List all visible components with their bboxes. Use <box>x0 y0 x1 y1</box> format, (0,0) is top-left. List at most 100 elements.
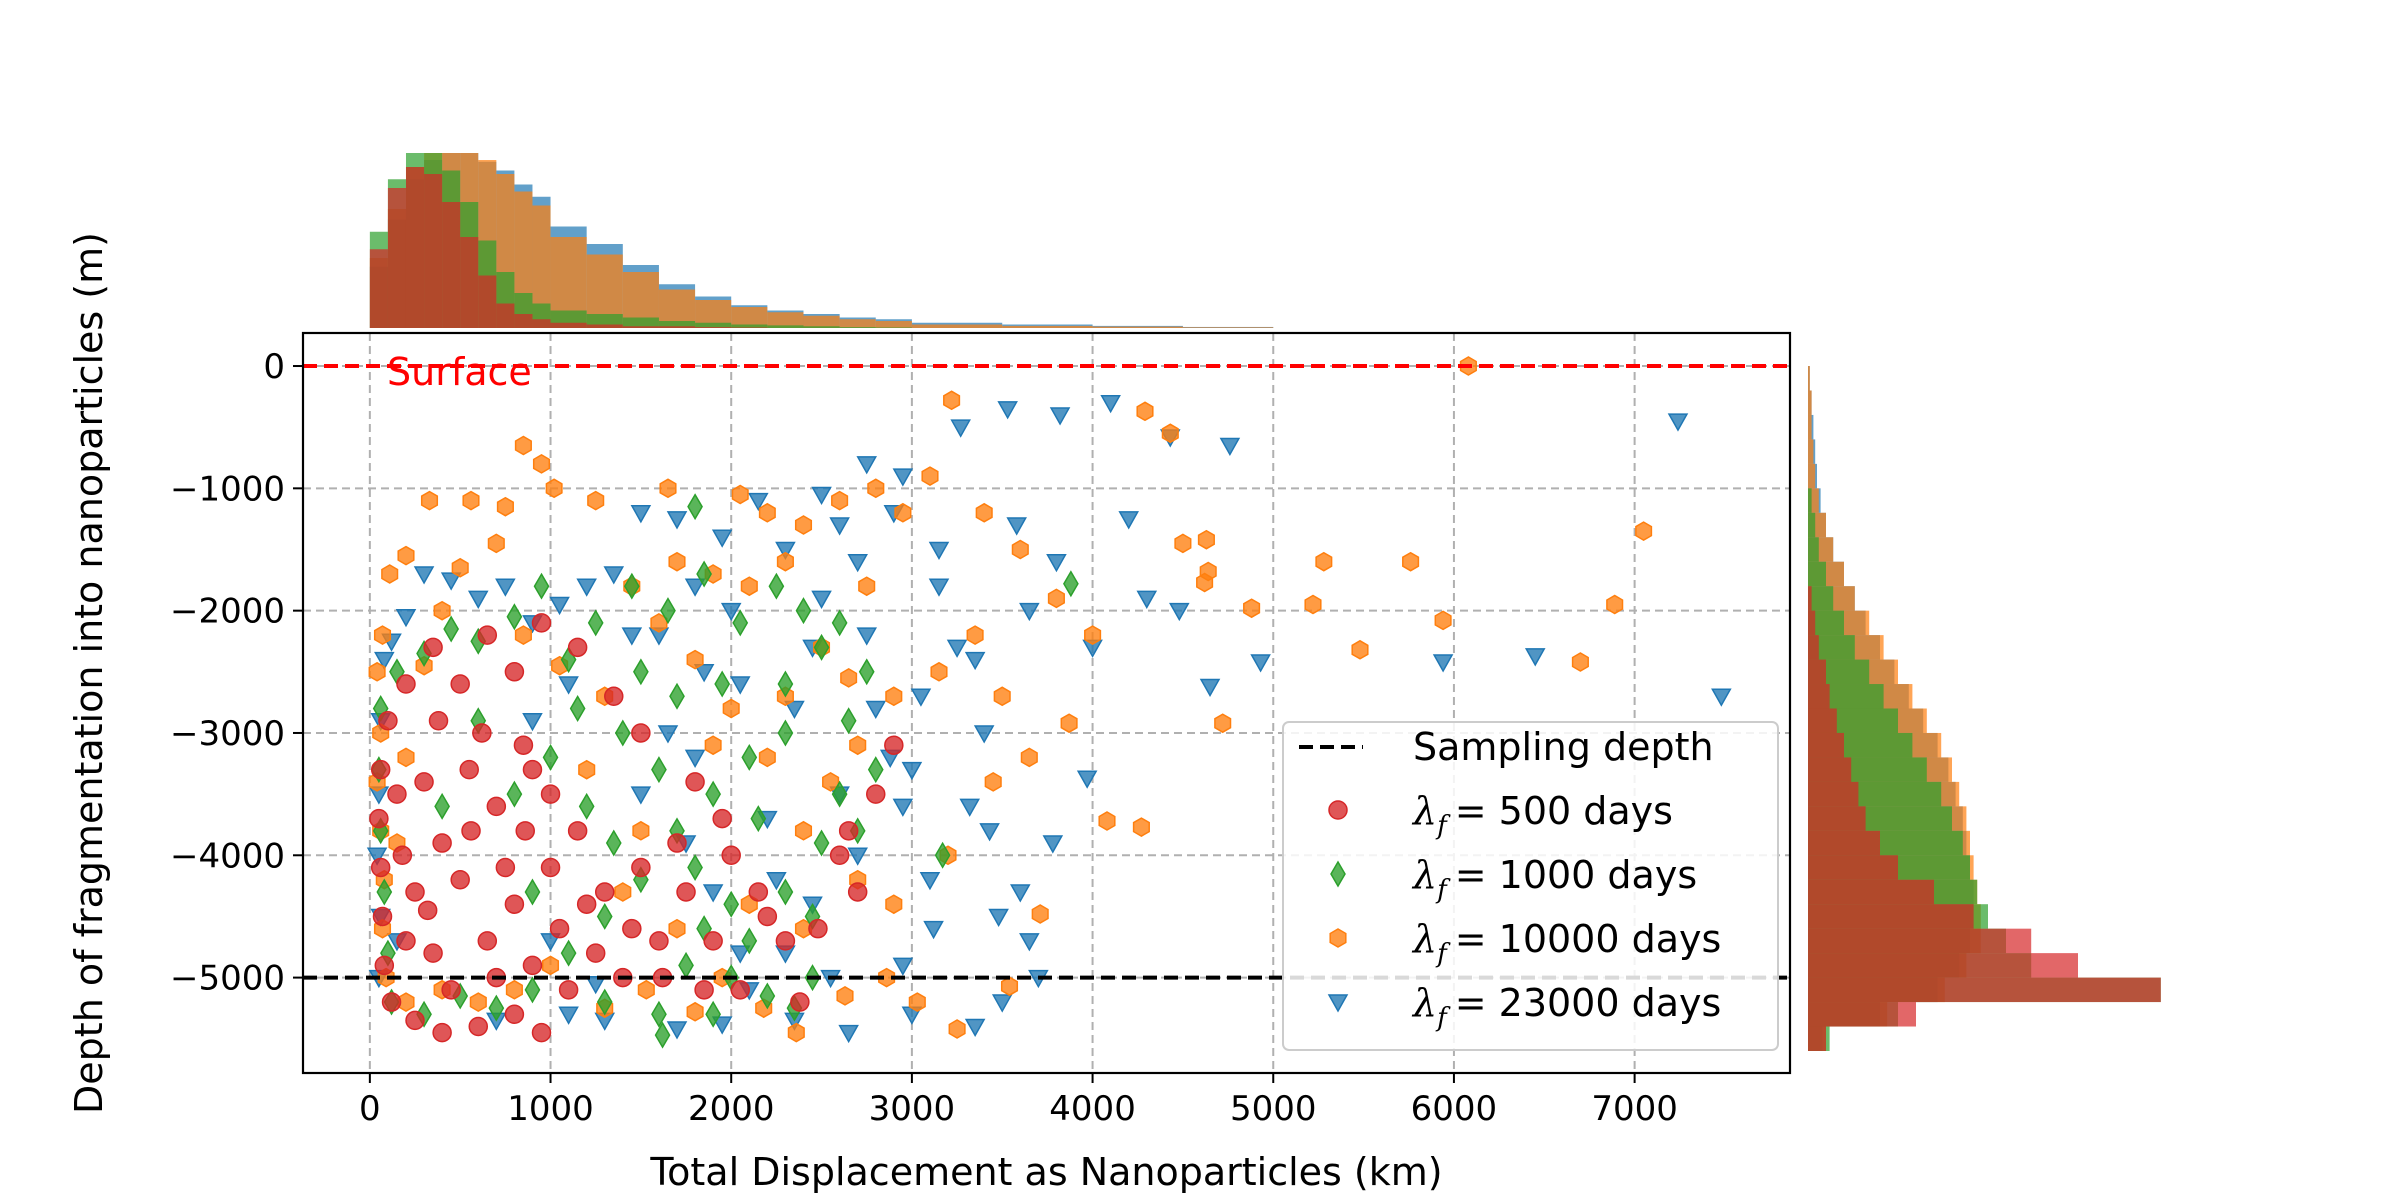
top-marginal-histogram <box>369 153 1274 328</box>
y-tick-label: 0 <box>263 347 285 387</box>
histogram-bar <box>1808 830 1880 856</box>
data-point-s500 <box>703 931 723 951</box>
data-point-s500 <box>730 980 750 1000</box>
data-point-s10000 <box>1571 652 1589 672</box>
histogram-bar <box>424 174 443 328</box>
data-point-s10000 <box>794 515 813 535</box>
data-point-s500 <box>676 882 696 902</box>
data-point-s23000 <box>666 511 688 530</box>
data-point-s10000 <box>740 576 758 597</box>
legend: Sampling depth λf = 500 days λf = 1000 days λ… <box>1282 721 1779 1051</box>
data-point-s23000 <box>684 578 706 597</box>
data-point-s10000 <box>1402 551 1420 572</box>
histogram-bar <box>731 307 768 328</box>
histogram-bar <box>1808 1026 1826 1051</box>
data-point-s500 <box>495 857 516 878</box>
histogram-bar <box>658 326 696 328</box>
histogram-bar <box>803 315 840 328</box>
y-tick-label: −5000 <box>170 959 285 999</box>
data-point-s1000 <box>840 707 857 735</box>
legend-label-s23000: λf = 23000 days <box>1411 981 1721 1033</box>
data-point-s500 <box>396 674 416 694</box>
data-point-s500 <box>459 759 479 780</box>
data-point-s500 <box>450 674 470 694</box>
data-point-s23000 <box>495 578 516 597</box>
data-point-s10000 <box>758 747 776 768</box>
data-point-s10000 <box>858 576 876 597</box>
data-point-s10000 <box>686 1001 704 1022</box>
data-point-s23000 <box>1118 511 1139 530</box>
histogram-bar <box>622 317 659 328</box>
data-point-s10000 <box>776 551 794 572</box>
data-point-s10000 <box>1136 401 1154 422</box>
histogram-bar <box>1808 928 2032 954</box>
histogram-bar <box>1182 327 1274 328</box>
data-point-s10000 <box>1606 594 1624 615</box>
histogram-bar <box>1808 561 1826 587</box>
data-point-s23000 <box>997 401 1018 420</box>
data-point-s500 <box>504 1004 525 1025</box>
data-point-s1000 <box>654 1021 671 1049</box>
data-point-s23000 <box>1010 884 1031 903</box>
data-point-s1000 <box>687 854 703 882</box>
data-point-s500 <box>504 662 525 682</box>
data-point-s10000 <box>487 533 505 554</box>
data-point-s10000 <box>731 484 749 505</box>
data-point-s1000 <box>750 805 767 833</box>
surface-annotation: Surface <box>387 350 532 394</box>
data-point-s23000 <box>374 651 395 671</box>
data-point-s1000 <box>578 792 595 820</box>
data-point-s500 <box>405 1010 425 1031</box>
data-point-s500 <box>387 784 407 804</box>
data-point-s500 <box>405 882 425 902</box>
legend-marker-s500 <box>1328 800 1348 820</box>
data-point-s23000 <box>684 749 706 768</box>
data-point-s23000 <box>657 725 679 744</box>
data-point-s1000 <box>669 682 685 710</box>
data-point-s23000 <box>440 572 462 591</box>
data-point-s23000 <box>711 529 733 548</box>
data-point-s23000 <box>729 676 751 695</box>
data-point-s1000 <box>741 927 758 955</box>
data-point-s1000 <box>376 878 393 906</box>
data-point-s23000 <box>549 596 570 616</box>
data-point-s10000 <box>541 955 560 976</box>
data-point-s500 <box>558 980 579 1000</box>
data-point-s23000 <box>467 590 489 609</box>
histogram-bar <box>1092 326 1183 328</box>
data-point-s500 <box>694 980 714 1000</box>
histogram-bar <box>460 237 479 328</box>
data-point-s23000 <box>979 823 1000 842</box>
data-point-s1000 <box>623 572 640 600</box>
data-point-s500 <box>432 1022 452 1043</box>
data-point-s10000 <box>1635 521 1653 541</box>
data-point-s500 <box>432 833 452 853</box>
histogram-bar <box>532 319 551 328</box>
data-point-s500 <box>396 931 416 951</box>
data-point-s10000 <box>930 661 948 682</box>
data-point-s10000 <box>1243 598 1261 619</box>
data-point-s23000 <box>729 945 751 964</box>
data-point-s10000 <box>831 490 849 511</box>
data-point-s1000 <box>506 603 523 631</box>
data-point-s23000 <box>923 920 944 940</box>
x-tick-label: 2000 <box>688 1089 775 1129</box>
histogram-bar <box>1808 757 1852 782</box>
data-point-s10000 <box>722 698 740 719</box>
histogram-bar <box>911 324 1003 328</box>
data-point-s10000 <box>704 735 722 756</box>
data-point-s10000 <box>1084 625 1102 645</box>
data-point-s10000 <box>397 545 415 566</box>
data-point-s23000 <box>910 688 932 707</box>
data-point-s1000 <box>542 743 559 771</box>
data-point-s23000 <box>1250 654 1271 673</box>
data-point-s500 <box>378 710 398 731</box>
data-point-s500 <box>417 900 438 921</box>
data-point-s10000 <box>1132 817 1150 837</box>
data-point-s10000 <box>578 759 596 780</box>
data-point-s500 <box>667 833 687 853</box>
histogram-bar <box>695 327 732 328</box>
data-point-s10000 <box>1315 551 1333 572</box>
data-point-s10000 <box>496 496 514 517</box>
data-point-s1000 <box>605 829 622 857</box>
